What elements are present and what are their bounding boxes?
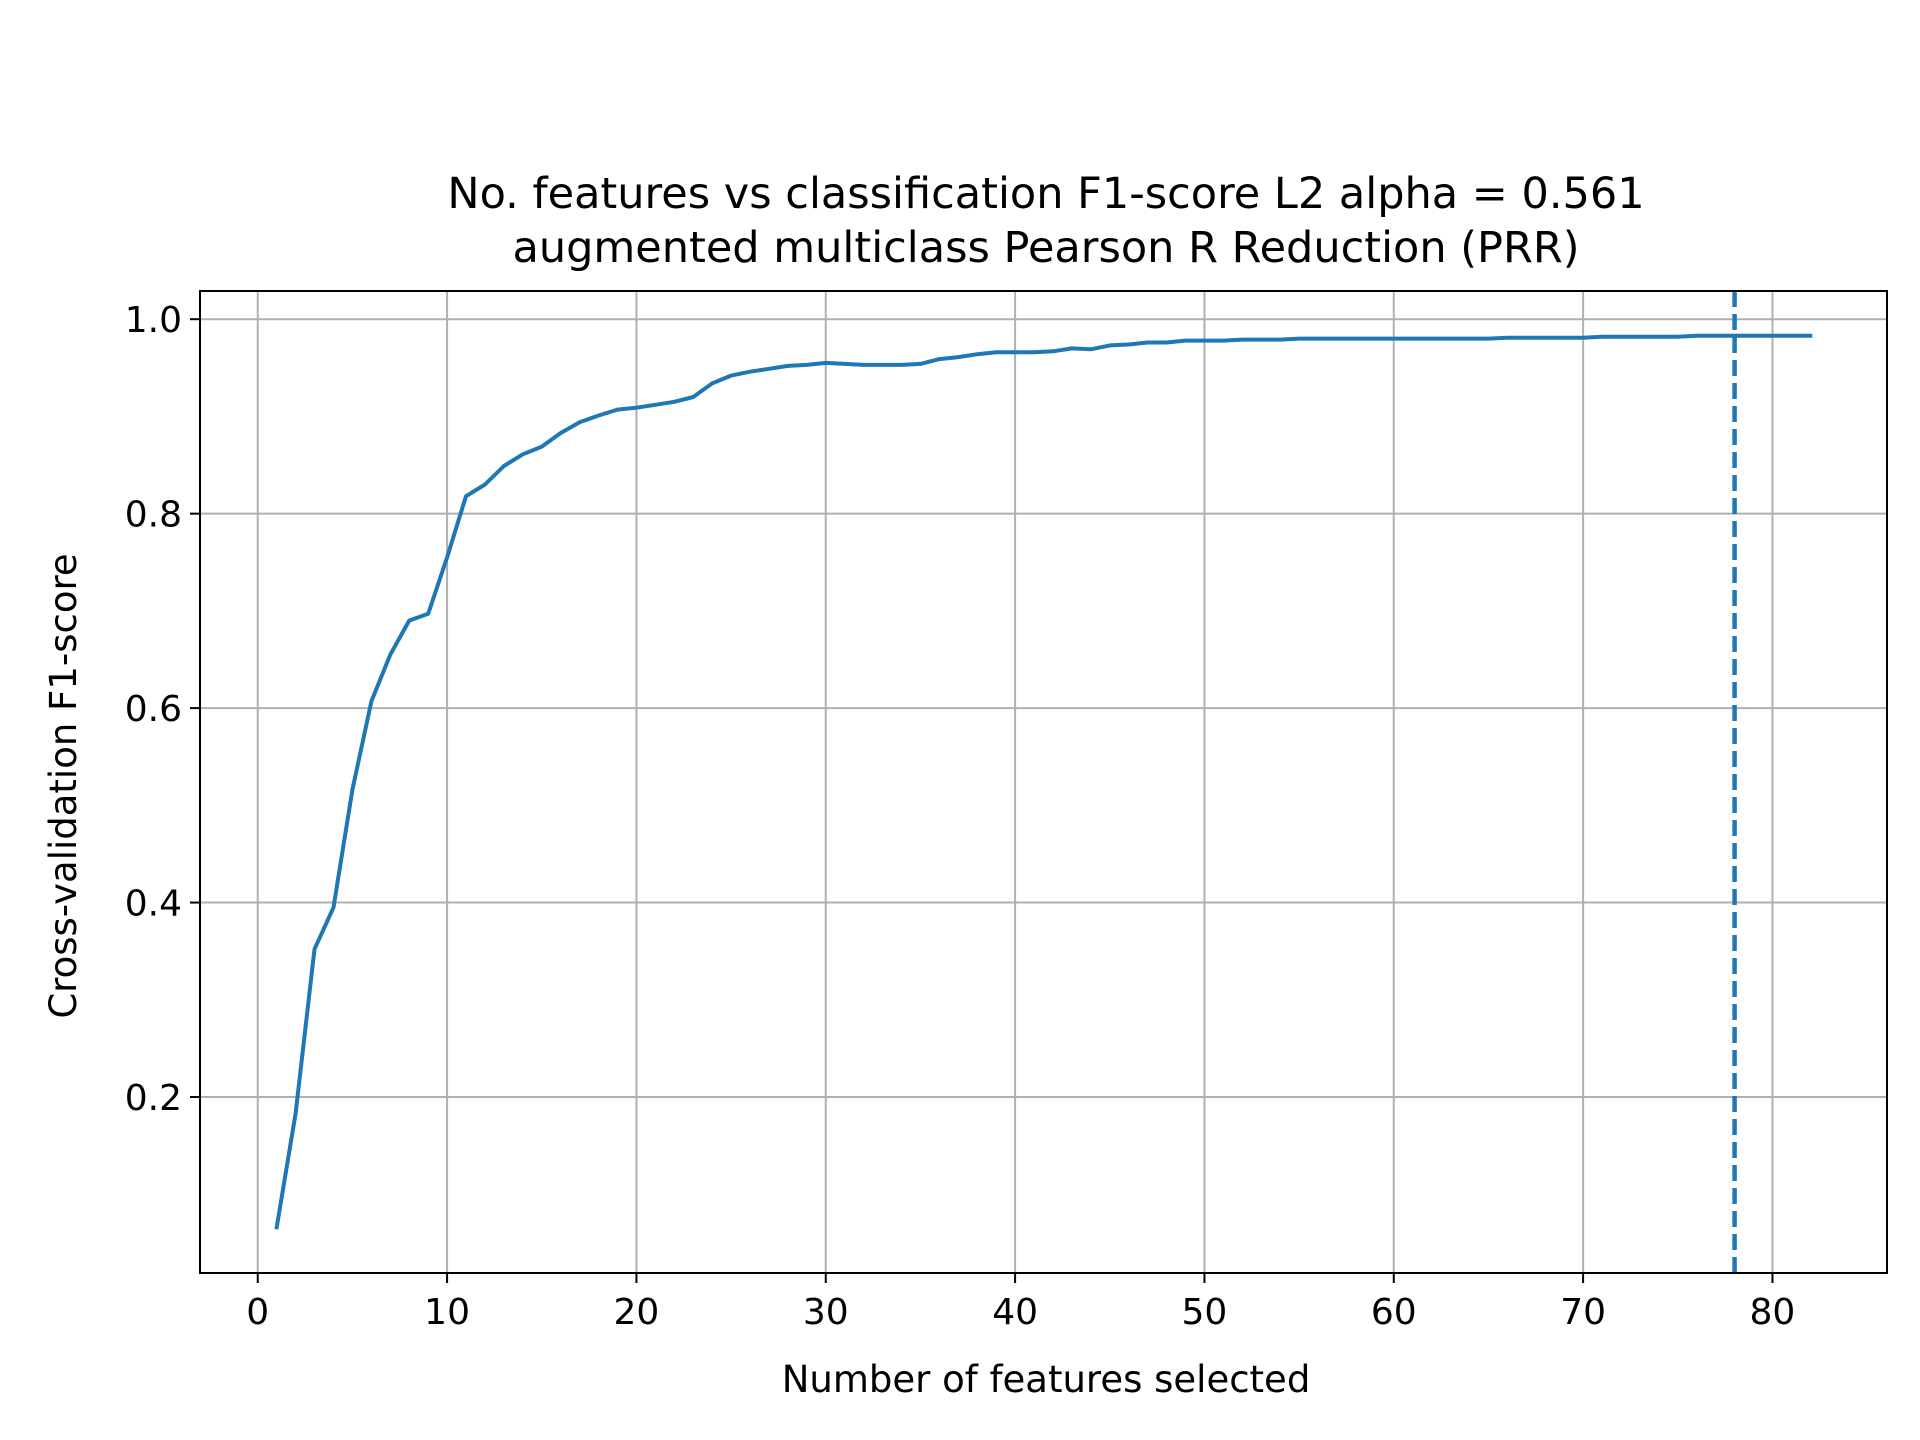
x-tick-label: 50 bbox=[1182, 1292, 1228, 1333]
x-tick-label: 60 bbox=[1371, 1292, 1417, 1333]
series-line bbox=[274, 333, 1813, 1230]
chart-subtitle: augmented multiclass Pearson R Reduction… bbox=[512, 223, 1579, 273]
y-axis-ticks: 0.2 0.4 0.6 0.8 1.0 bbox=[125, 300, 200, 1119]
plot-frame bbox=[199, 290, 1888, 1274]
x-tick-label: 70 bbox=[1560, 1292, 1606, 1333]
x-axis-label: Number of features selected bbox=[782, 1358, 1311, 1401]
y-tick-label: 0.8 bbox=[125, 495, 182, 536]
chart-title: No. features vs classification F1-score … bbox=[447, 169, 1644, 219]
y-tick-label: 0.2 bbox=[125, 1078, 182, 1119]
x-axis-ticks: 0 10 20 30 40 50 60 70 80 bbox=[246, 1273, 1795, 1333]
y-tick-label: 0.4 bbox=[125, 884, 182, 925]
y-axis-label: Cross-validation F1-score bbox=[42, 553, 85, 1018]
y-tick-label: 0.6 bbox=[125, 689, 182, 730]
x-tick-label: 40 bbox=[992, 1292, 1038, 1333]
x-tick-label: 20 bbox=[614, 1292, 660, 1333]
x-tick-label: 30 bbox=[803, 1292, 849, 1333]
x-tick-label: 10 bbox=[424, 1292, 470, 1333]
x-tick-label: 80 bbox=[1750, 1292, 1796, 1333]
grid-lines bbox=[200, 291, 1887, 1273]
y-tick-label: 1.0 bbox=[125, 300, 182, 341]
x-tick-label: 0 bbox=[246, 1292, 269, 1333]
